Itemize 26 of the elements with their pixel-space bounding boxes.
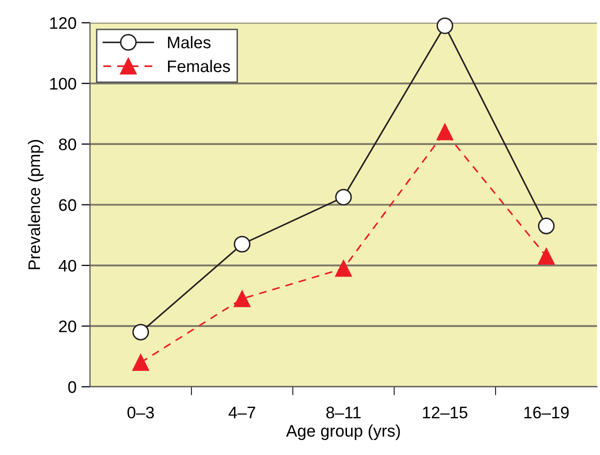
point: [436, 124, 454, 140]
y-tick-label: 20: [59, 320, 76, 332]
point: [436, 17, 454, 34]
legend-label: Females: [168, 60, 230, 72]
point: [538, 218, 555, 234]
legend-label: Males: [168, 36, 211, 48]
point: [234, 236, 250, 253]
x-tick-label: 4–7: [228, 406, 256, 418]
x-tick-label: 8–11: [326, 406, 361, 418]
point: [335, 188, 352, 206]
y-tick-label: 120: [50, 17, 76, 29]
y-tick-label: 60: [59, 199, 76, 211]
point: [335, 260, 352, 277]
point: [538, 248, 555, 265]
point: [132, 354, 150, 371]
y-tick-label: 100: [50, 78, 76, 90]
y-tick-label: 80: [58, 138, 76, 150]
y-tick-label: 0: [68, 381, 76, 393]
x-tick-label: 0–3: [127, 406, 154, 418]
x-tick-label: 16–19: [524, 406, 569, 418]
x-axis-title: Age group (yrs): [286, 424, 400, 440]
point: [132, 324, 150, 340]
x-tick-label: 12–15: [423, 406, 468, 418]
y-axis-title: Prevalence (pmp): [28, 140, 44, 270]
point: [234, 290, 250, 308]
y-tick-label: 40: [58, 260, 76, 272]
